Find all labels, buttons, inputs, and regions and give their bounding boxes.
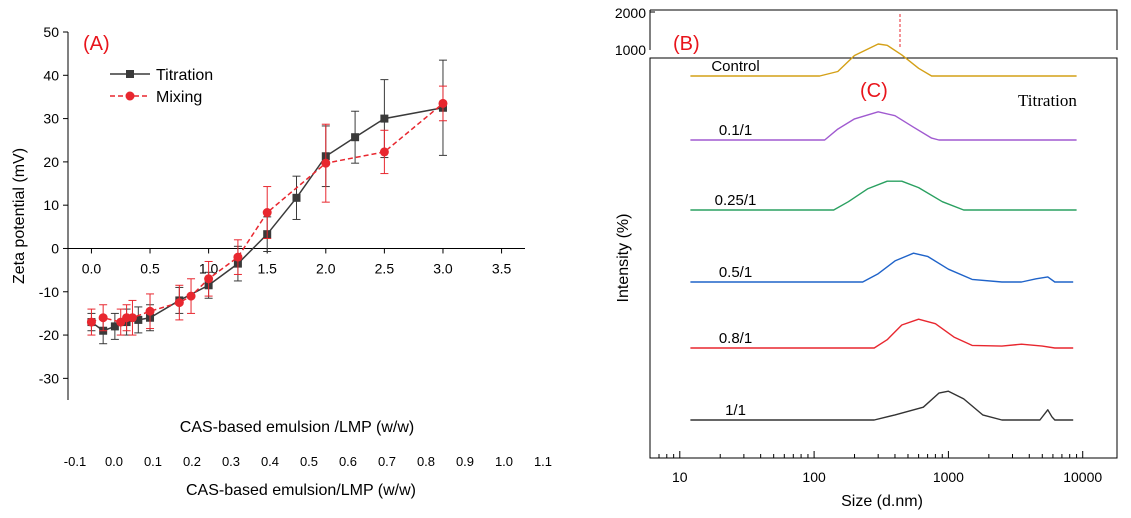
c-curve-label-0-8-1: 0.8/1 [719, 330, 752, 347]
c-curve-label-1-1: 1/1 [725, 402, 746, 419]
legend-marker-mixing [125, 91, 135, 101]
a-y-tick-label: -30 [39, 370, 59, 386]
a-line-mixing [91, 102, 444, 323]
a-secondary-x-tick-label: 0.3 [222, 454, 240, 469]
c-curve-control [690, 43, 1077, 77]
a-x-tick-label: 3.5 [492, 260, 512, 276]
a-secondary-x-tick-label: 0.7 [378, 454, 396, 469]
c-y-axis-label: Intensity (%) [615, 214, 632, 303]
a-point-titration [292, 193, 301, 202]
a-secondary-x-tick-label: -0.1 [64, 454, 86, 469]
a-y-tick-label: 10 [43, 197, 59, 213]
a-secondary-x-tick-label: 1.1 [534, 454, 552, 469]
c-curves [690, 43, 1077, 421]
legend-label-mixing: Mixing [156, 89, 202, 106]
a-secondary-x-tick-label: 0.5 [300, 454, 318, 469]
panel-label-b: (B) [673, 33, 700, 55]
c-curve-0-1-1 [690, 111, 1077, 141]
a-point-mixing [379, 147, 389, 157]
a-point-mixing [86, 317, 96, 327]
a-point-titration [134, 315, 143, 324]
c-curve-label-0-1-1: 0.1/1 [719, 122, 752, 139]
a-x-tick-label: 2.5 [375, 260, 395, 276]
a-secondary-x-tick-label: 0.4 [261, 454, 279, 469]
a-secondary-x-tick-label: 0.0 [105, 454, 123, 469]
c-curve-labels: Control 0.1/1 0.25/1 0.5/1 0.8/1 1/1 [711, 58, 759, 419]
legend-marker-titration [126, 70, 134, 78]
a-point-mixing [174, 298, 184, 308]
c-x-tick-label: 100 [802, 469, 826, 485]
a-point-mixing [98, 313, 108, 323]
c-plot-frame [649, 57, 1118, 459]
panel-c: 10 100 1000 10000 Control 0.1/1 0.25/1 0.5/1 0.… [615, 43, 1118, 510]
a-point-mixing [204, 274, 214, 284]
a-x-tick-label: 0.5 [140, 260, 160, 276]
a-y-tick-label: -20 [39, 327, 59, 343]
c-curve-label-0-25-1: 0.25/1 [715, 192, 757, 209]
a-series [86, 59, 448, 345]
a-point-mixing [233, 252, 243, 262]
panel-label-c: (C) [860, 80, 888, 102]
b-tick-label-1000: 1000 [615, 42, 646, 58]
a-point-mixing [145, 306, 155, 316]
a-y-tick-label: 0 [51, 240, 59, 256]
c-curve-0-8-1 [690, 318, 1074, 349]
c-x-axis-label: Size (d.nm) [841, 493, 923, 510]
a-y-axis-label: Zeta potential (mV) [11, 148, 28, 284]
a-point-titration [380, 114, 389, 123]
a-secondary-x-tick-label: 0.2 [183, 454, 201, 469]
c-x-tick-label: 10000 [1063, 469, 1102, 485]
a-x-axis-label: CAS-based emulsion /LMP (w/w) [180, 419, 414, 436]
a-point-mixing [127, 313, 137, 323]
a-y-tick-label: 20 [43, 154, 59, 170]
a-y-tick-label: 50 [43, 24, 59, 40]
panel-b: 2000 1000 (B) [615, 5, 1118, 58]
a-point-mixing [438, 98, 448, 108]
c-x-ticks: 10 100 1000 10000 [649, 451, 1102, 485]
a-secondary-x-tick-label: 0.9 [456, 454, 474, 469]
a-secondary-x-ticks: -0.1 0.0 0.1 0.2 0.3 0.4 0.5 0.6 0.7 0.8 0.9 1.0 1.1 [64, 454, 552, 469]
c-x-tick-label: 10 [672, 469, 688, 485]
c-title: Titration [1018, 91, 1077, 110]
a-y-tick-label: -10 [39, 284, 59, 300]
a-secondary-x-tick-label: 0.8 [417, 454, 435, 469]
a-point-mixing [321, 158, 331, 168]
c-curve-1-1 [690, 390, 1074, 421]
c-curve-label-control: Control [711, 58, 759, 75]
a-secondary-x-tick-label: 1.0 [495, 454, 513, 469]
a-x-axis-at-zero: 0.0 0.5 1.0 1.5 2.0 2.5 3.0 3.5 [68, 247, 525, 276]
c-x-tick-label: 1000 [933, 469, 964, 485]
a-secondary-x-tick-label: 0.1 [144, 454, 162, 469]
a-secondary-x-tick-label: 0.6 [339, 454, 357, 469]
a-secondary-x-axis-label: CAS-based emulsion/LMP (w/w) [186, 482, 416, 499]
a-y-tick-label: 40 [43, 67, 59, 83]
c-curve-0-25-1 [690, 180, 1077, 211]
a-legend: Titration Mixing [110, 67, 213, 106]
panel-label-a: (A) [83, 33, 110, 55]
b-frame-top [650, 9, 1118, 50]
a-point-titration [110, 322, 119, 331]
c-curve-0-5-1 [690, 252, 1074, 283]
b-tick-label-2000: 2000 [615, 5, 646, 21]
a-x-tick-label: 1.5 [257, 260, 277, 276]
a-series-mixing [86, 85, 448, 336]
a-x-tick-label: 0.0 [82, 260, 102, 276]
a-point-mixing [262, 208, 272, 218]
a-x-tick-label: 2.0 [316, 260, 336, 276]
a-point-mixing [186, 291, 196, 301]
a-x-tick-label: 3.0 [433, 260, 453, 276]
c-curve-label-0-5-1: 0.5/1 [719, 264, 752, 281]
legend-label-titration: Titration [156, 67, 213, 84]
a-y-tick-label: 30 [43, 111, 59, 127]
a-y-ticks: -30 -20 -10 0 10 20 30 40 50 [39, 24, 68, 386]
panel-a: -30 -20 -10 0 10 20 30 40 50 0.0 0.5 1.0 1.5 2.0 2.5 3… [11, 24, 552, 499]
a-point-titration [351, 133, 360, 142]
